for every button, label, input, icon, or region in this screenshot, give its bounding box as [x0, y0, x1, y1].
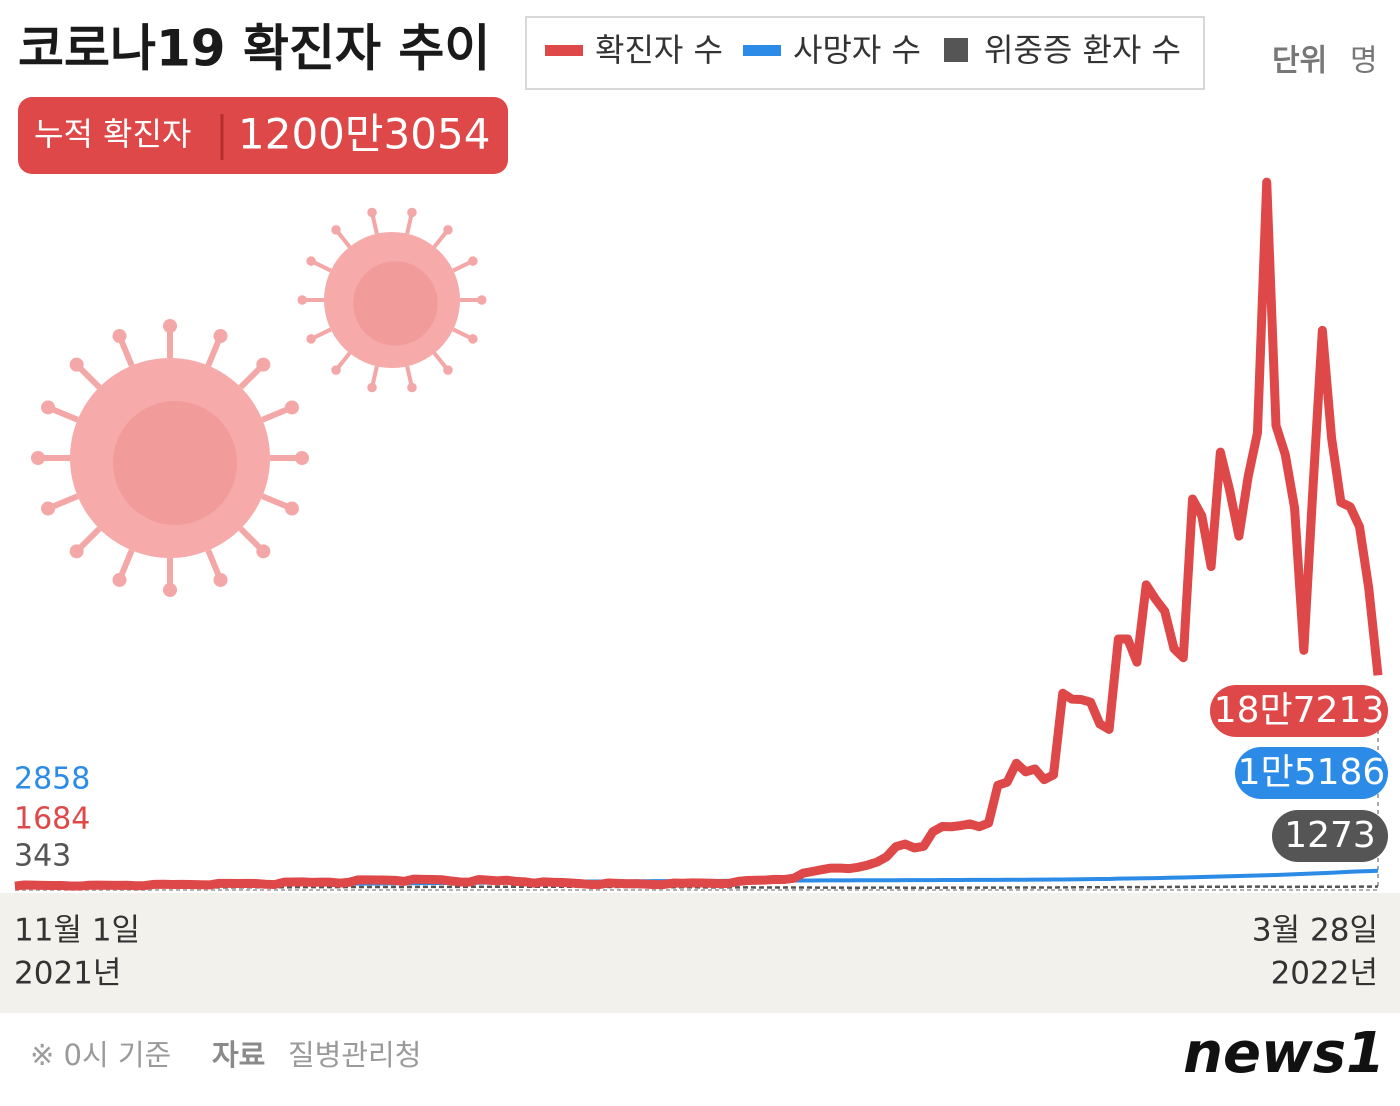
- virus-spike-tip: [112, 329, 127, 344]
- virus-spike-tip: [163, 583, 177, 597]
- virus-spike-tip: [297, 295, 307, 305]
- unit-label: 단위: [1272, 44, 1327, 79]
- virus-core: [353, 261, 438, 346]
- logo: news1: [1183, 1021, 1385, 1086]
- virus-spike-tip: [41, 501, 56, 516]
- chart-title: 코로나19 확진자 추이: [18, 20, 490, 78]
- legend-label: 위중증 환자 수: [984, 31, 1181, 69]
- virus-spike-tip: [367, 382, 377, 393]
- virus-spike-tip: [367, 207, 377, 218]
- legend-swatch: [743, 45, 781, 56]
- plot-area: [14, 177, 1383, 891]
- end-value-label: 1273: [1284, 815, 1376, 856]
- virus-spike-tip: [306, 334, 316, 344]
- legend-swatch: [545, 45, 583, 56]
- virus-spike-tip: [256, 544, 271, 559]
- x-year-label: 2022년: [1271, 956, 1378, 992]
- end-pill: [1235, 747, 1388, 799]
- end-value-label: 18만7213: [1214, 690, 1385, 731]
- badge: [18, 97, 508, 174]
- virus-spike-tip: [213, 572, 228, 587]
- virus-spike-tip: [284, 400, 299, 415]
- virus-decoration: [31, 207, 487, 597]
- x-tick-label: 3월 28일: [1252, 913, 1378, 949]
- series-line: [14, 177, 1383, 891]
- legend-box: [525, 16, 1205, 90]
- legend-swatch: [944, 38, 968, 62]
- virus-spike-tip: [256, 357, 271, 372]
- virus-spike-tip: [284, 501, 299, 516]
- virus-spike-tip: [31, 451, 45, 465]
- virus-spike-tip: [331, 365, 341, 375]
- virus-spike-tip: [41, 400, 56, 415]
- badge-value: 1200만3054: [238, 110, 490, 159]
- virus-spike-tip: [443, 365, 453, 375]
- badge-label: 누적 확진자: [34, 115, 191, 153]
- source-label: 자료: [212, 1038, 265, 1072]
- unit: 명: [1350, 44, 1378, 79]
- virus-spike-tip: [69, 357, 84, 372]
- virus-spike-tip: [468, 334, 478, 344]
- date-band: [0, 893, 1400, 1013]
- virus-spike-tip: [407, 382, 417, 393]
- start-value-label: 1684: [14, 802, 90, 837]
- virus-spike-tip: [112, 572, 127, 587]
- virus-spike-tip: [477, 295, 487, 305]
- virus-spike-tip: [331, 225, 341, 235]
- note: ※ 0시 기준: [30, 1038, 171, 1072]
- virus-spike-tip: [69, 544, 84, 559]
- source: 질병관리청: [288, 1038, 421, 1072]
- virus-core: [113, 401, 237, 525]
- end-value-label: 1만5186: [1238, 752, 1386, 793]
- start-value-label: 343: [14, 839, 71, 874]
- virus-spike-tip: [295, 451, 309, 465]
- virus-spike-tip: [213, 329, 228, 344]
- end-pill: [1272, 810, 1388, 862]
- virus-spike-tip: [468, 256, 478, 266]
- x-tick-label: 11월 1일: [14, 913, 140, 949]
- virus-spike-tip: [443, 225, 453, 235]
- x-year-label: 2021년: [14, 956, 121, 992]
- legend-label: 확진자 수: [595, 31, 723, 69]
- virus-spike-tip: [306, 256, 316, 266]
- start-value-label: 2858: [14, 762, 90, 797]
- virus-spike-tip: [407, 207, 417, 218]
- end-pill: [1210, 685, 1388, 737]
- virus-spike-tip: [163, 319, 177, 333]
- legend-label: 사망자 수: [793, 31, 921, 69]
